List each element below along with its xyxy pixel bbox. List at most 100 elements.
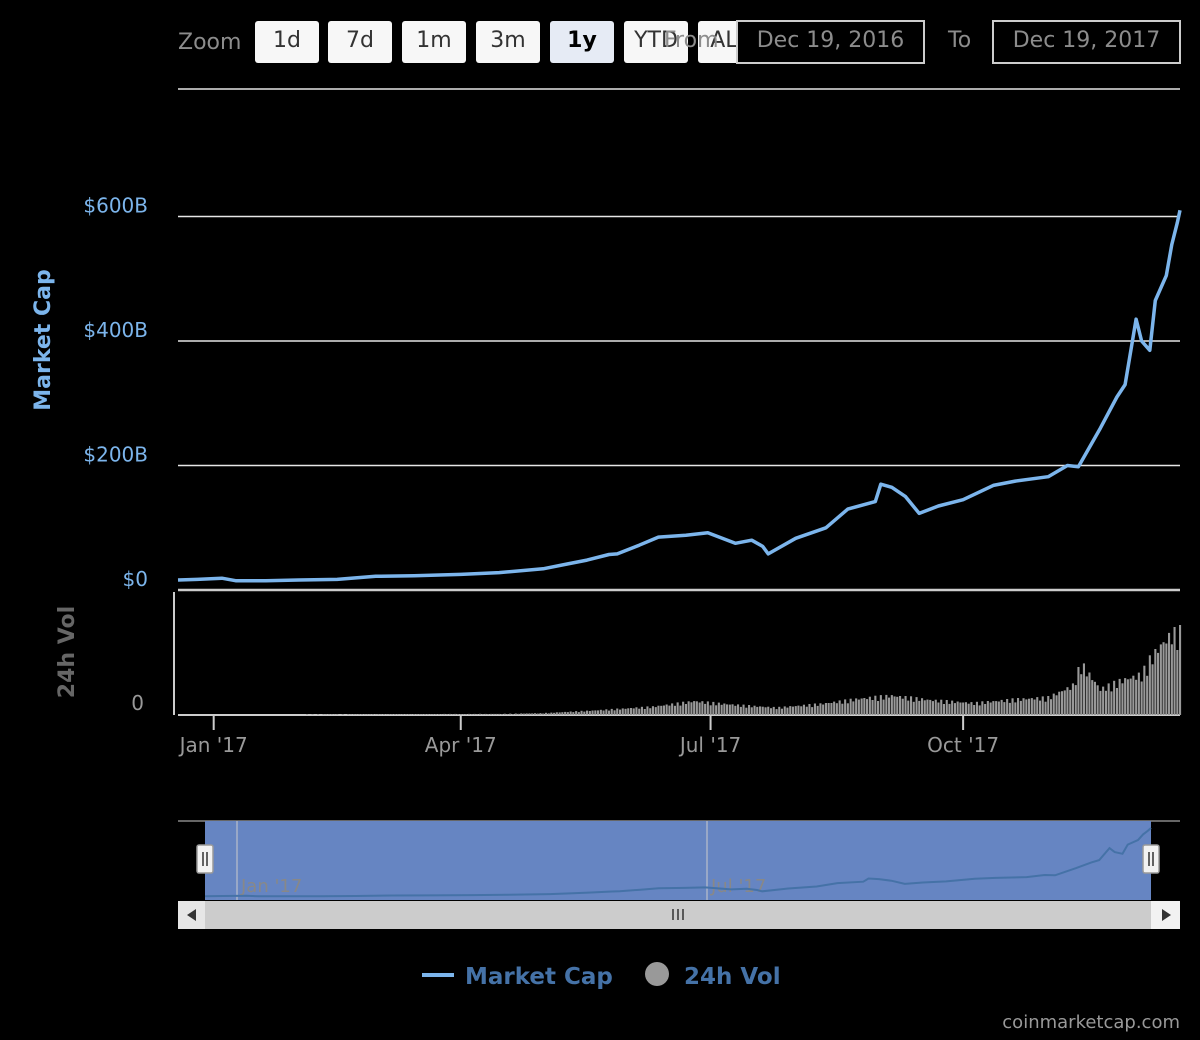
- volume-bar: [432, 714, 435, 715]
- volume-bar: [533, 713, 536, 715]
- x-tick-label: Oct '17: [927, 733, 999, 757]
- y-axis-ticks: $0 $200B $400B $600B: [83, 194, 148, 592]
- volume-bar: [396, 714, 399, 715]
- zoom-1y-button[interactable]: 1y: [550, 21, 614, 63]
- volume-bar: [849, 698, 852, 715]
- navigator-right-handle[interactable]: [1142, 844, 1160, 874]
- volume-bar: [728, 704, 731, 715]
- volume-bar: [753, 705, 756, 715]
- range-from-input[interactable]: Dec 19, 2016: [736, 20, 925, 64]
- volume-bar: [621, 708, 624, 715]
- volume-bar: [684, 704, 687, 715]
- grid-lines: [178, 88, 1180, 592]
- volume-bar: [643, 709, 646, 715]
- volume-bar: [822, 704, 825, 715]
- volume-bar: [704, 703, 707, 715]
- volume-bar: [393, 714, 396, 715]
- volume-bar: [791, 706, 794, 715]
- volume-bar: [852, 701, 855, 715]
- volume-bar: [1179, 625, 1182, 715]
- volume-bar: [1162, 642, 1165, 715]
- volume-bar: [498, 713, 501, 715]
- volume-bar: [720, 704, 723, 715]
- volume-bar: [816, 705, 819, 715]
- volume-bar: [671, 703, 674, 715]
- scrollbar-right-arrow-button[interactable]: [1152, 901, 1180, 929]
- volume-bar: [1168, 632, 1171, 715]
- volume-bar: [517, 713, 520, 715]
- volume-bar: [923, 700, 926, 715]
- volume-bar: [970, 702, 973, 715]
- volume-bar: [446, 714, 449, 715]
- range-to-label: To: [948, 28, 972, 53]
- volume-bar: [1132, 675, 1135, 715]
- volume-bar: [767, 706, 770, 715]
- zoom-1d-button[interactable]: 1d: [255, 21, 319, 63]
- volume-bar: [311, 714, 314, 715]
- zoom-ytd-button[interactable]: YTD: [624, 21, 688, 63]
- zoom-3m-button[interactable]: 3m: [476, 21, 540, 63]
- volume-bars: [306, 625, 1182, 715]
- volume-bar: [794, 706, 797, 715]
- volume-bar: [973, 705, 976, 715]
- volume-bar: [893, 696, 896, 715]
- range-to-input[interactable]: Dec 19, 2017: [992, 20, 1181, 64]
- volume-bar: [748, 705, 751, 715]
- volume-bar: [698, 702, 701, 715]
- legend-market-cap[interactable]: Market Cap: [422, 964, 613, 990]
- y-axis-title: Market Cap: [31, 269, 56, 410]
- volume-bar: [511, 714, 514, 715]
- volume-bar: [868, 696, 871, 715]
- navigator-selection[interactable]: [205, 821, 1151, 900]
- zoom-7d-button[interactable]: 7d: [328, 21, 392, 63]
- volume-bar: [934, 699, 937, 715]
- range-from-label: From: [664, 28, 719, 53]
- range-selector: Zoom 1d 7d 1m 3m 1y YTD ALL From Dec 19,…: [0, 0, 1200, 80]
- volume-bar: [1091, 680, 1094, 715]
- x-tick-label: Jul '17: [678, 733, 741, 757]
- volume-bar: [844, 699, 847, 715]
- volume-bar: [575, 711, 578, 715]
- x-tick-label: Jan '17: [178, 733, 248, 757]
- volume-bar: [402, 714, 405, 715]
- volume-bar: [846, 703, 849, 715]
- volume-bar: [877, 701, 880, 715]
- volume-bar: [882, 699, 885, 715]
- volume-bar: [995, 701, 998, 715]
- navigator-left-handle[interactable]: [196, 844, 214, 874]
- volume-bar: [572, 712, 575, 715]
- volume-bar: [328, 714, 331, 715]
- scrollbar-grip-icon: [672, 909, 684, 920]
- volume-bar: [764, 707, 767, 715]
- scrollbar-left-arrow-button[interactable]: [178, 901, 205, 929]
- volume-bar: [1173, 627, 1176, 715]
- volume-bar: [901, 698, 904, 715]
- y-tick-label: $200B: [83, 443, 148, 467]
- volume-bar: [1022, 698, 1025, 715]
- volume-bar: [1176, 650, 1179, 715]
- volume-bar: [404, 714, 407, 715]
- volume-bar: [506, 714, 509, 715]
- volume-bar: [715, 705, 718, 715]
- volume-bar: [635, 707, 638, 715]
- y-tick-label: $0: [123, 567, 148, 591]
- zoom-1m-button[interactable]: 1m: [402, 21, 466, 63]
- credit-link[interactable]: coinmarketcap.com: [1002, 1012, 1180, 1033]
- y-tick-label: $600B: [83, 194, 148, 218]
- volume-bar: [1121, 683, 1124, 715]
- volume-bar: [931, 701, 934, 715]
- legend-volume[interactable]: 24h Vol: [645, 962, 781, 990]
- volume-bar: [558, 712, 561, 715]
- volume-bar: [739, 706, 742, 715]
- volume-bar: [371, 714, 374, 715]
- volume-bar: [341, 714, 344, 715]
- volume-bar: [380, 714, 383, 715]
- volume-bar: [1143, 665, 1146, 715]
- volume-bar: [756, 706, 759, 715]
- scroll-left-icon: [187, 909, 196, 921]
- volume-bar: [745, 707, 748, 715]
- volume-bar: [492, 713, 495, 715]
- volume-bar: [888, 697, 891, 715]
- volume-bar: [616, 708, 619, 715]
